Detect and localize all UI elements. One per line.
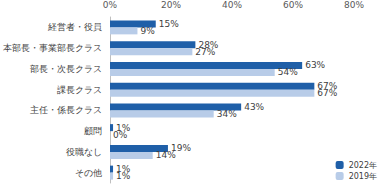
svg-text:43%: 43% (244, 102, 264, 112)
svg-text:1%: 1% (116, 122, 131, 133)
svg-text:主任・係長クラス: 主任・係長クラス (30, 105, 102, 115)
svg-text:14%: 14% (156, 150, 176, 160)
svg-text:67%: 67% (317, 81, 338, 92)
svg-text:67%: 67% (317, 88, 337, 98)
svg-text:40%: 40% (222, 0, 242, 10)
svg-text:その他: その他 (75, 168, 102, 178)
svg-text:63%: 63% (305, 60, 325, 70)
svg-text:2019年: 2019年 (349, 172, 377, 181)
svg-text:34%: 34% (217, 109, 237, 119)
svg-text:19%: 19% (170, 143, 191, 154)
svg-text:80%: 80% (344, 0, 364, 10)
svg-text:経営者・役員: 経営者・役員 (47, 22, 102, 32)
svg-text:1%: 1% (116, 164, 131, 175)
svg-text:60%: 60% (283, 0, 303, 10)
svg-text:課長クラス: 課長クラス (57, 85, 102, 95)
svg-text:27%: 27% (195, 47, 215, 57)
svg-text:15%: 15% (159, 19, 179, 29)
svg-text:9%: 9% (140, 26, 155, 36)
svg-text:28%: 28% (198, 39, 219, 50)
svg-text:本部長・事業部長クラス: 本部長・事業部長クラス (3, 43, 102, 53)
svg-text:20%: 20% (161, 0, 181, 10)
svg-text:部長・次長クラス: 部長・次長クラス (30, 64, 102, 74)
svg-text:0%: 0% (113, 130, 128, 140)
svg-text:役職なし: 役職なし (66, 147, 102, 157)
svg-text:顧問: 顧問 (84, 126, 102, 136)
svg-text:1%: 1% (116, 171, 131, 181)
svg-text:0%: 0% (103, 0, 118, 10)
svg-text:2022年: 2022年 (349, 161, 377, 170)
svg-text:54%: 54% (278, 67, 298, 77)
